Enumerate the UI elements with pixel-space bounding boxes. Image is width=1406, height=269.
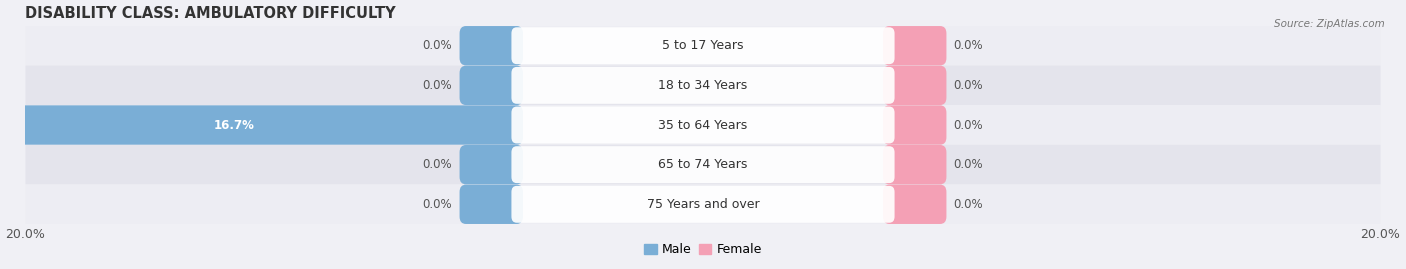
Text: 5 to 17 Years: 5 to 17 Years — [662, 39, 744, 52]
Legend: Male, Female: Male, Female — [640, 239, 766, 261]
FancyBboxPatch shape — [512, 107, 894, 143]
Text: 18 to 34 Years: 18 to 34 Years — [658, 79, 748, 92]
Text: Source: ZipAtlas.com: Source: ZipAtlas.com — [1274, 19, 1385, 29]
Text: 0.0%: 0.0% — [953, 39, 983, 52]
FancyBboxPatch shape — [460, 26, 523, 65]
FancyBboxPatch shape — [25, 66, 1381, 105]
Text: 0.0%: 0.0% — [953, 79, 983, 92]
FancyBboxPatch shape — [883, 26, 946, 65]
Text: 75 Years and over: 75 Years and over — [647, 198, 759, 211]
FancyBboxPatch shape — [512, 27, 894, 64]
Text: 16.7%: 16.7% — [214, 119, 254, 132]
FancyBboxPatch shape — [883, 66, 946, 105]
FancyBboxPatch shape — [883, 145, 946, 184]
Text: 0.0%: 0.0% — [423, 158, 453, 171]
FancyBboxPatch shape — [512, 146, 894, 183]
Text: DISABILITY CLASS: AMBULATORY DIFFICULTY: DISABILITY CLASS: AMBULATORY DIFFICULTY — [25, 6, 396, 20]
FancyBboxPatch shape — [460, 66, 523, 105]
FancyBboxPatch shape — [883, 105, 946, 145]
Text: 0.0%: 0.0% — [423, 198, 453, 211]
FancyBboxPatch shape — [512, 67, 894, 104]
Text: 0.0%: 0.0% — [423, 39, 453, 52]
Text: 0.0%: 0.0% — [953, 198, 983, 211]
Text: 0.0%: 0.0% — [953, 158, 983, 171]
FancyBboxPatch shape — [25, 105, 1381, 145]
FancyBboxPatch shape — [883, 185, 946, 224]
Text: 35 to 64 Years: 35 to 64 Years — [658, 119, 748, 132]
FancyBboxPatch shape — [460, 145, 523, 184]
Text: 0.0%: 0.0% — [953, 119, 983, 132]
FancyBboxPatch shape — [0, 105, 523, 145]
Text: 0.0%: 0.0% — [423, 79, 453, 92]
FancyBboxPatch shape — [460, 185, 523, 224]
FancyBboxPatch shape — [25, 185, 1381, 224]
FancyBboxPatch shape — [25, 145, 1381, 185]
Text: 65 to 74 Years: 65 to 74 Years — [658, 158, 748, 171]
FancyBboxPatch shape — [25, 26, 1381, 66]
FancyBboxPatch shape — [512, 186, 894, 223]
